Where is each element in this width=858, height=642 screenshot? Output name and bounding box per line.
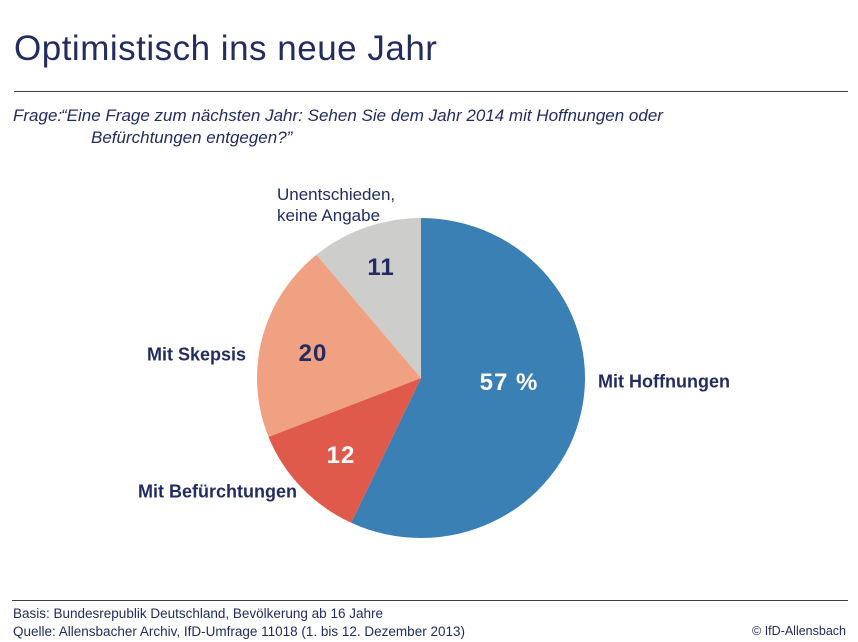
footer-divider — [12, 600, 848, 601]
footer-quelle: Quelle: Allensbacher Archiv, IfD-Umfrage… — [13, 624, 465, 639]
question-text: “Eine Frage zum nächsten Jahr: Sehen Sie… — [61, 105, 663, 149]
value-label-unentschieden: 11 — [367, 254, 395, 281]
question-label: Frage: — [13, 106, 63, 125]
question-line-2: Befürchtungen entgegen?” — [91, 128, 293, 147]
category-label-mit-befuerchtungen: Mit Befürchtungen — [138, 481, 297, 502]
page-title: Optimistisch ins neue Jahr — [14, 29, 438, 68]
pie-slice-unentschieden-keine-angabe — [316, 218, 421, 378]
category-label-mit-skepsis: Mit Skepsis — [146, 344, 246, 365]
category-label-mit-hoffnungen: Mit Hoffnungen — [598, 371, 730, 392]
pie-slice-mit-skepsis — [257, 254, 421, 437]
question-line-1: “Eine Frage zum nächsten Jahr: Sehen Sie… — [61, 106, 663, 125]
value-label-mit-hoffnungen: 57 % — [479, 369, 539, 396]
pie-slice-mit-hoffnungen — [351, 218, 586, 538]
header-divider — [14, 91, 848, 92]
survey-question: Frage:“Eine Frage zum nächsten Jahr: Seh… — [13, 105, 663, 149]
value-label-mit-befuerchtungen: 12 — [326, 442, 356, 469]
value-label-mit-skepsis: 20 — [298, 340, 328, 367]
category-label-unentschieden: Unentschieden, keine Angabe — [277, 185, 396, 225]
pie-slice-mit-bef-rchtungen — [268, 378, 421, 523]
footer-copyright: © IfD-Allensbach — [752, 624, 846, 638]
footer-basis: Basis: Bundesrepublik Deutschland, Bevöl… — [13, 606, 383, 621]
